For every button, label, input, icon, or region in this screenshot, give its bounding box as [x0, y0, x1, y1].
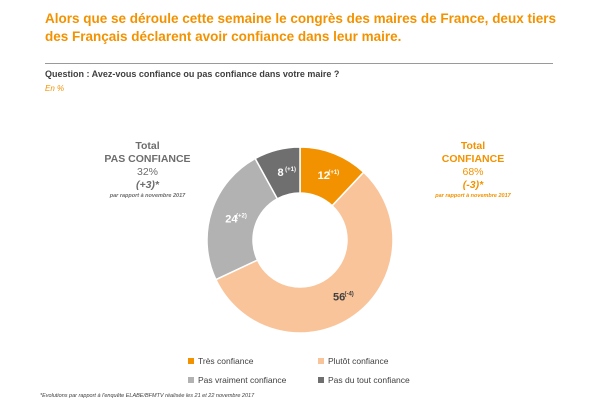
- donut-value-label: 56: [333, 292, 345, 304]
- donut-change-label: (+2): [236, 213, 247, 219]
- legend-label: Très confiance: [198, 356, 254, 366]
- legend-item-pas-du-tout-confiance: Pas du tout confiance: [318, 375, 410, 385]
- total-yes-title1: Total: [460, 140, 486, 152]
- legend-item-plutot-confiance: Plutôt confiance: [318, 356, 388, 366]
- donut-change-label: (-4): [344, 292, 353, 298]
- total-yes-pct: 68%: [462, 166, 484, 178]
- total-no-pct: 32%: [136, 166, 158, 178]
- donut-slice-plut-t-confiance: [214, 171, 394, 334]
- legend-swatch: [318, 358, 324, 364]
- divider: [45, 63, 553, 64]
- donut-chart: 12(+1)56 (-4)24(+2)8 (+1): [206, 146, 394, 334]
- legend-label: Plutôt confiance: [328, 356, 389, 366]
- total-yes-note: par rapport à novembre 2017: [435, 193, 511, 199]
- total-yes-title2: CONFIANCE: [441, 153, 505, 165]
- total-confiance: Total CONFIANCE 68% (-3)* par rapport à …: [418, 140, 528, 201]
- legend-swatch: [188, 358, 194, 364]
- legend-item-pas-vraiment-confiance: Pas vraiment confiance: [188, 375, 286, 385]
- legend-swatch: [188, 377, 194, 383]
- headline: Alors que se déroule cette semaine le co…: [45, 11, 556, 44]
- donut-value-label: 24: [225, 213, 238, 225]
- question-text: Question : Avez-vous confiance ou pas co…: [45, 69, 340, 79]
- donut-change-label: (+1): [328, 170, 339, 176]
- legend-item-tres-confiance: Très confiance: [188, 356, 253, 366]
- legend-label: Pas du tout confiance: [328, 375, 410, 385]
- total-no-title1: Total: [135, 140, 160, 152]
- total-no-note: par rapport à novembre 2017: [109, 193, 186, 199]
- donut-slice-pas-vraiment-confiance: [206, 157, 279, 281]
- unit-label: En %: [45, 84, 65, 93]
- legend-swatch: [318, 377, 324, 383]
- total-pas-confiance: Total PAS CONFIANCE 32% (+3)* par rappor…: [90, 140, 205, 201]
- donut-slice-pas-du-tout-confiance: [254, 146, 301, 200]
- donut-value-label: 12: [318, 170, 330, 182]
- total-no-title2: PAS CONFIANCE: [104, 153, 191, 165]
- donut-value-label: 8: [278, 167, 284, 179]
- donut-change-label: (+1): [285, 167, 296, 173]
- total-no-delta: (+3)*: [135, 179, 160, 191]
- footnote: *Evolutions par rapport à l'enquête ELAB…: [40, 393, 255, 399]
- total-yes-delta: (-3)*: [462, 179, 484, 191]
- legend-label: Pas vraiment confiance: [198, 375, 287, 385]
